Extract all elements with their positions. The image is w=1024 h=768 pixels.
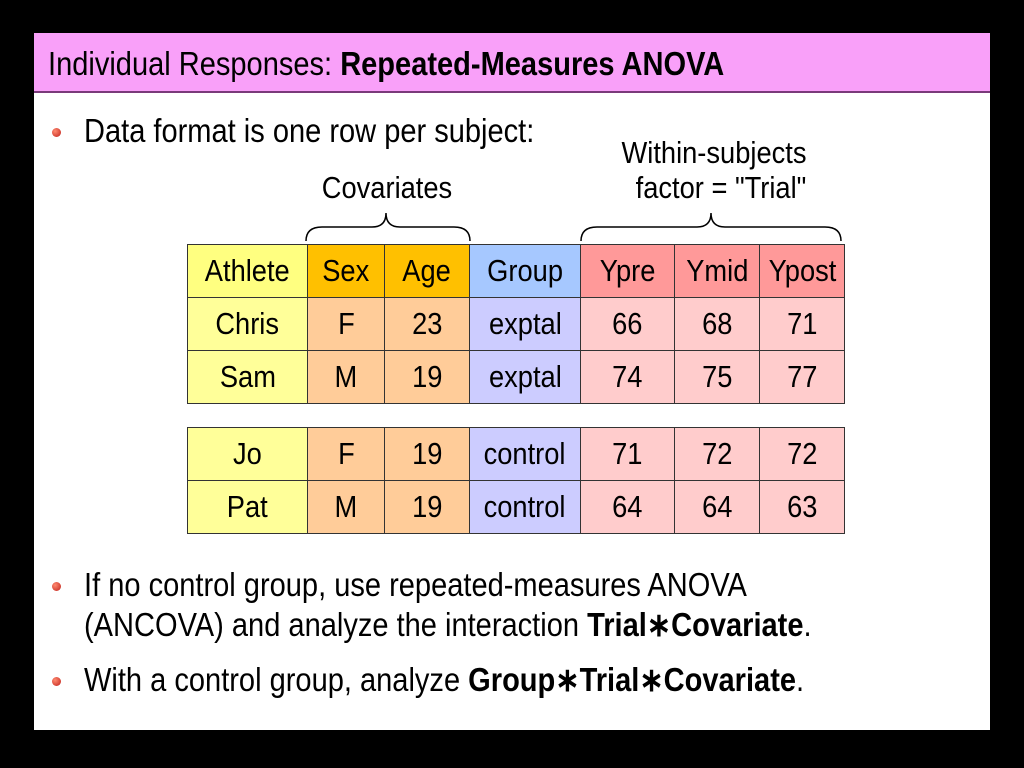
title-bar: Individual Responses: Repeated-Measures …: [34, 33, 990, 93]
bullet-2-line2: (ANCOVA) and analyze the interaction Tri…: [84, 606, 812, 643]
table-cell: 19: [384, 350, 470, 404]
header-sex: Sex: [307, 244, 385, 298]
table-cell: 74: [580, 350, 675, 404]
table-cell: Chris: [187, 297, 308, 351]
table-cell: Sam: [187, 350, 308, 404]
bullet-2-line1: If no control group, use repeated-measur…: [84, 566, 747, 603]
table-cell: 75: [674, 350, 760, 404]
within-subjects-label-line1: Within-subjects: [621, 135, 807, 170]
table-cell: Jo: [187, 427, 308, 481]
header-ypost: Ypost: [759, 244, 845, 298]
table-cell: M: [307, 480, 385, 534]
bullet-3-text: With a control group, analyze Group∗Tria…: [84, 661, 805, 698]
data-table: Athlete Sex Age Group Ypre Ymid Ypost Ch…: [187, 244, 845, 404]
table-cell: 19: [384, 427, 470, 481]
table-row: Sam M 19 exptal 74 75 77: [187, 350, 845, 404]
bullet-dot-icon: [52, 582, 61, 591]
table-cell: F: [307, 427, 385, 481]
table-cell: Pat: [187, 480, 308, 534]
table-cell: exptal: [469, 297, 581, 351]
table-cell: 63: [759, 480, 845, 534]
within-subjects-brace-icon: [580, 212, 842, 242]
table-cell: 72: [759, 427, 845, 481]
covariates-label: Covariates: [321, 170, 453, 205]
header-ymid: Ymid: [674, 244, 760, 298]
covariates-brace-icon: [305, 212, 471, 242]
table-cell: exptal: [469, 350, 581, 404]
table-cell: 77: [759, 350, 845, 404]
title-regular: Individual Responses:: [48, 45, 341, 82]
bullet-1-text: Data format is one row per subject:: [84, 112, 535, 149]
table-row: Pat M 19 control 64 64 63: [187, 480, 845, 534]
table-row: Chris F 23 exptal 66 68 71: [187, 297, 845, 351]
table-cell: 68: [674, 297, 760, 351]
header-athlete: Athlete: [187, 244, 308, 298]
within-subjects-label-line2: factor = "Trial": [635, 170, 807, 205]
table-header-row: Athlete Sex Age Group Ypre Ymid Ypost: [187, 244, 845, 298]
table-cell: 71: [759, 297, 845, 351]
slide: Individual Responses: Repeated-Measures …: [34, 33, 990, 730]
table-cell: 64: [674, 480, 760, 534]
table-cell: 23: [384, 297, 470, 351]
title-bold: Repeated-Measures ANOVA: [340, 45, 725, 82]
table-cell: 64: [580, 480, 675, 534]
header-ypre: Ypre: [580, 244, 675, 298]
table-cell: 66: [580, 297, 675, 351]
table-cell: F: [307, 297, 385, 351]
data-table-control: Jo F 19 control 71 72 72 Pat M 19 contro…: [187, 427, 845, 534]
table-row: Jo F 19 control 71 72 72: [187, 427, 845, 481]
bullet-3-bold-term: Group∗Trial∗Covariate: [468, 661, 797, 698]
header-group: Group: [469, 244, 581, 298]
table-cell: 71: [580, 427, 675, 481]
table-cell: 72: [674, 427, 760, 481]
header-age: Age: [384, 244, 470, 298]
slide-title: Individual Responses: Repeated-Measures …: [48, 45, 724, 83]
bullet-dot-icon: [52, 677, 61, 686]
bullet-dot-icon: [52, 128, 61, 137]
bullet-2-bold-term: Trial∗Covariate: [587, 606, 804, 643]
table-cell: 19: [384, 480, 470, 534]
table-cell: control: [469, 480, 581, 534]
table-cell: M: [307, 350, 385, 404]
table-cell: control: [469, 427, 581, 481]
